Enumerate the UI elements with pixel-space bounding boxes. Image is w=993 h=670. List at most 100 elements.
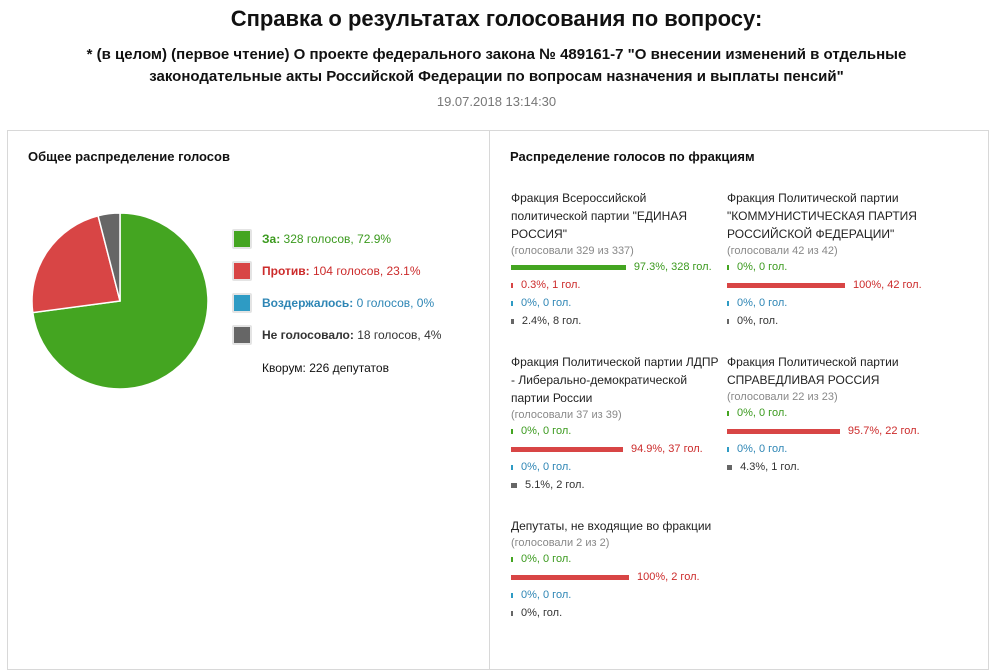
legend-value: 104 голосов, 23.1% — [309, 264, 421, 278]
faction-block: Фракция Политической партии СПРАВЕДЛИВАЯ… — [727, 353, 937, 476]
bar-fill — [511, 282, 513, 288]
bar-label: 0%, 0 гол. — [521, 461, 572, 473]
question-text-line2: законодательные акты Российской Федераци… — [149, 68, 844, 85]
faction-block: Фракция Всероссийской политической парти… — [511, 189, 721, 330]
bar-fill — [511, 592, 513, 598]
legend-value: 0 голосов, 0% — [353, 296, 435, 310]
bar-fill — [511, 446, 623, 452]
legend-label: Против: — [262, 264, 310, 278]
factions-panel: Распределение голосов по фракциям Фракци… — [489, 130, 989, 670]
faction-bar-for: 97.3%, 328 гол. — [511, 258, 721, 276]
faction-voted: (голосовали 37 из 39) — [511, 409, 622, 421]
bar-fill — [727, 300, 729, 306]
faction-voted: (голосовали 329 из 337) — [511, 245, 634, 257]
legend-item-abstained: Воздержалось: 0 голосов, 0% — [232, 293, 434, 313]
bar-label: 0%, гол. — [521, 607, 563, 619]
bar-label: 100%, 42 гол. — [853, 279, 922, 291]
bar-label: 0%, 0 гол. — [521, 297, 572, 309]
legend-value: 328 голосов, 72.9% — [280, 232, 392, 246]
legend-item-not-voted: Не голосовало: 18 голосов, 4% — [232, 325, 441, 345]
faction-voted: (голосовали 42 из 42) — [727, 245, 838, 257]
pie-slice-not-voted — [97, 212, 121, 302]
overall-title: Общее распределение голосов — [28, 149, 230, 164]
legend-value: 18 голосов, 4% — [353, 328, 442, 342]
faction-bar-nv: 0%, гол. — [511, 604, 721, 622]
bar-fill — [511, 318, 514, 324]
bar-label: 0%, гол. — [737, 315, 779, 327]
bar-fill — [727, 446, 729, 452]
page-title: Справка о результатах голосования по воп… — [230, 6, 763, 31]
faction-bar-against: 100%, 2 гол. — [511, 568, 721, 586]
legend-item-against: Против: 104 голосов, 23.1% — [232, 261, 421, 281]
bar-fill — [511, 556, 513, 562]
bar-fill — [727, 264, 729, 270]
bar-fill — [511, 264, 626, 270]
faction-name: Фракция Политической партии "КОММУНИСТИЧ… — [727, 191, 917, 241]
faction-bar-abs: 0%, 0 гол. — [511, 294, 721, 312]
faction-bar-for: 0%, 0 гол. — [511, 422, 721, 440]
faction-bar-nv: 5.1%, 2 гол. — [511, 476, 721, 494]
faction-name: Фракция Политической партии ЛДПР - Либер… — [511, 355, 719, 405]
question-text-line1: * (в целом) (первое чтение) О проекте фе… — [86, 46, 907, 63]
faction-bar-abs: 0%, 0 гол. — [727, 294, 937, 312]
bar-fill — [511, 482, 518, 488]
faction-bar-abs: 0%, 0 гол. — [727, 440, 937, 458]
legend-swatch — [232, 261, 252, 281]
bar-fill — [511, 300, 513, 306]
faction-bar-nv: 2.4%, 8 гол. — [511, 312, 721, 330]
legend-label: За: — [262, 232, 281, 246]
legend-swatch — [232, 229, 252, 249]
overall-panel: Общее распределение голосов За: 328 голо… — [7, 130, 489, 670]
bar-label: 94.9%, 37 гол. — [630, 443, 703, 455]
faction-name: Фракция Политической партии СПРАВЕДЛИВАЯ… — [727, 355, 899, 387]
faction-block: Депутаты, не входящие во фракции (голосов… — [511, 517, 721, 622]
bar-label: 4.3%, 1 гол. — [740, 461, 800, 473]
bar-fill — [511, 574, 629, 580]
bar-label: 0%, 0 гол. — [737, 407, 788, 419]
bar-fill — [727, 428, 840, 434]
vote-date: 19.07.2018 13:14:30 — [436, 94, 557, 109]
faction-bar-for: 0%, 0 гол. — [727, 258, 937, 276]
bar-label: 0%, 0 гол. — [521, 425, 572, 437]
quorum-text: Кворум: 226 депутатов — [262, 361, 389, 375]
faction-name: Депутаты, не входящие во фракции — [511, 519, 712, 533]
faction-bar-against: 100%, 42 гол. — [727, 276, 937, 294]
faction-bar-for: 0%, 0 гол. — [511, 550, 721, 568]
bar-label: 0.3%, 1 гол. — [521, 279, 581, 291]
faction-bar-nv: 4.3%, 1 гол. — [727, 458, 937, 476]
legend-swatch — [232, 325, 252, 345]
legend-swatch — [232, 293, 252, 313]
factions-title: Распределение голосов по фракциям — [510, 149, 755, 164]
faction-bar-against: 95.7%, 22 гол. — [727, 422, 937, 440]
bar-fill — [727, 282, 845, 288]
faction-bar-for: 0%, 0 гол. — [727, 404, 937, 422]
bar-fill — [727, 318, 729, 324]
faction-bar-nv: 0%, гол. — [727, 312, 937, 330]
bar-label: 97.3%, 328 гол. — [633, 261, 712, 273]
bar-fill — [511, 610, 513, 616]
bar-label: 0%, 0 гол. — [737, 297, 788, 309]
faction-voted: (голосовали 22 из 23) — [727, 391, 838, 403]
pie-slice-against — [31, 214, 121, 314]
bar-fill — [727, 410, 729, 416]
faction-voted: (голосовали 2 из 2) — [511, 537, 610, 549]
faction-bar-abs: 0%, 0 гол. — [511, 458, 721, 476]
bar-label: 0%, 0 гол. — [521, 589, 572, 601]
legend-item-for: За: 328 голосов, 72.9% — [232, 229, 391, 249]
faction-bar-against: 94.9%, 37 гол. — [511, 440, 721, 458]
bar-fill — [727, 464, 733, 470]
bar-label: 0%, 0 гол. — [737, 261, 788, 273]
faction-bar-abs: 0%, 0 гол. — [511, 586, 721, 604]
bar-label: 0%, 0 гол. — [737, 443, 788, 455]
faction-block: Фракция Политической партии ЛДПР - Либер… — [511, 353, 721, 494]
bar-label: 100%, 2 гол. — [637, 571, 700, 583]
bar-label: 95.7%, 22 гол. — [847, 425, 920, 437]
legend-label: Не голосовало: — [262, 328, 354, 342]
bar-label: 0%, 0 гол. — [521, 553, 572, 565]
bar-fill — [511, 464, 513, 470]
overall-pie-chart — [31, 212, 209, 390]
bar-label: 2.4%, 8 гол. — [521, 315, 582, 327]
faction-name: Фракция Всероссийской политической парти… — [511, 191, 688, 241]
faction-bar-against: 0.3%, 1 гол. — [511, 276, 721, 294]
question-text: * (в целом) (первое чтение) О проекте фе… — [40, 44, 953, 88]
